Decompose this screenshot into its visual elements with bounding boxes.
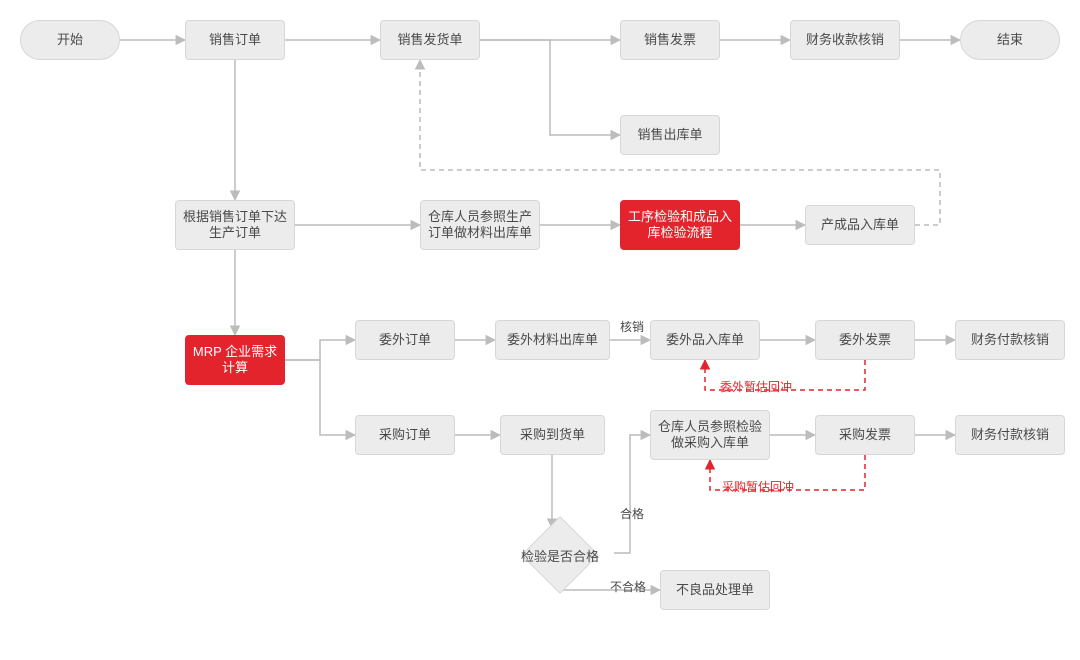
edge-ship-outbound bbox=[480, 40, 620, 135]
node-mrp: MRP 企业需求计算 bbox=[185, 335, 285, 385]
node-outbound: 销售出库单 bbox=[620, 115, 720, 155]
node-qc: 工序检验和成品入库检验流程 bbox=[620, 200, 740, 250]
node-fg_in: 产成品入库单 bbox=[805, 205, 915, 245]
node-pur_ord: 采购订单 bbox=[355, 415, 455, 455]
node-pur_rcv: 采购到货单 bbox=[500, 415, 605, 455]
edge-label: 采购暂估回冲 bbox=[722, 478, 794, 495]
node-sub_pay: 财务付款核销 bbox=[955, 320, 1065, 360]
node-arrecv: 财务收款核销 bbox=[790, 20, 900, 60]
edge-label: 委外暂估回冲 bbox=[720, 378, 792, 395]
edge-label: 核销 bbox=[620, 318, 644, 335]
edge-mrp-pur_ord bbox=[285, 360, 355, 435]
node-pur_inv: 采购发票 bbox=[815, 415, 915, 455]
node-ship: 销售发货单 bbox=[380, 20, 480, 60]
node-start: 开始 bbox=[20, 20, 120, 60]
node-order: 销售订单 bbox=[185, 20, 285, 60]
node-invoice: 销售发票 bbox=[620, 20, 720, 60]
flowchart-canvas: 开始 销售订单 销售发货单 销售发票 财务收款核销 结束销售出库单根据销售订单下达生产订单… bbox=[0, 0, 1080, 660]
node-sub_inv: 委外发票 bbox=[815, 320, 915, 360]
node-pur_in: 仓库人员参照检验做采购入库单 bbox=[650, 410, 770, 460]
edge-label: 不合格 bbox=[610, 578, 646, 595]
node-prodord: 根据销售订单下达生产订单 bbox=[175, 200, 295, 250]
edge-label: 合格 bbox=[620, 505, 644, 522]
node-sub_ord: 委外订单 bbox=[355, 320, 455, 360]
node-qcdec: 检验是否合格 bbox=[500, 525, 620, 585]
node-sub_in: 委外品入库单 bbox=[650, 320, 760, 360]
edge-mrp-sub_ord bbox=[285, 340, 355, 360]
node-end: 结束 bbox=[960, 20, 1060, 60]
node-sub_mat: 委外材料出库单 bbox=[495, 320, 610, 360]
node-matout: 仓库人员参照生产订单做材料出库单 bbox=[420, 200, 540, 250]
node-label: 检验是否合格 bbox=[500, 525, 620, 585]
node-pur_pay: 财务付款核销 bbox=[955, 415, 1065, 455]
node-reject: 不良品处理单 bbox=[660, 570, 770, 610]
